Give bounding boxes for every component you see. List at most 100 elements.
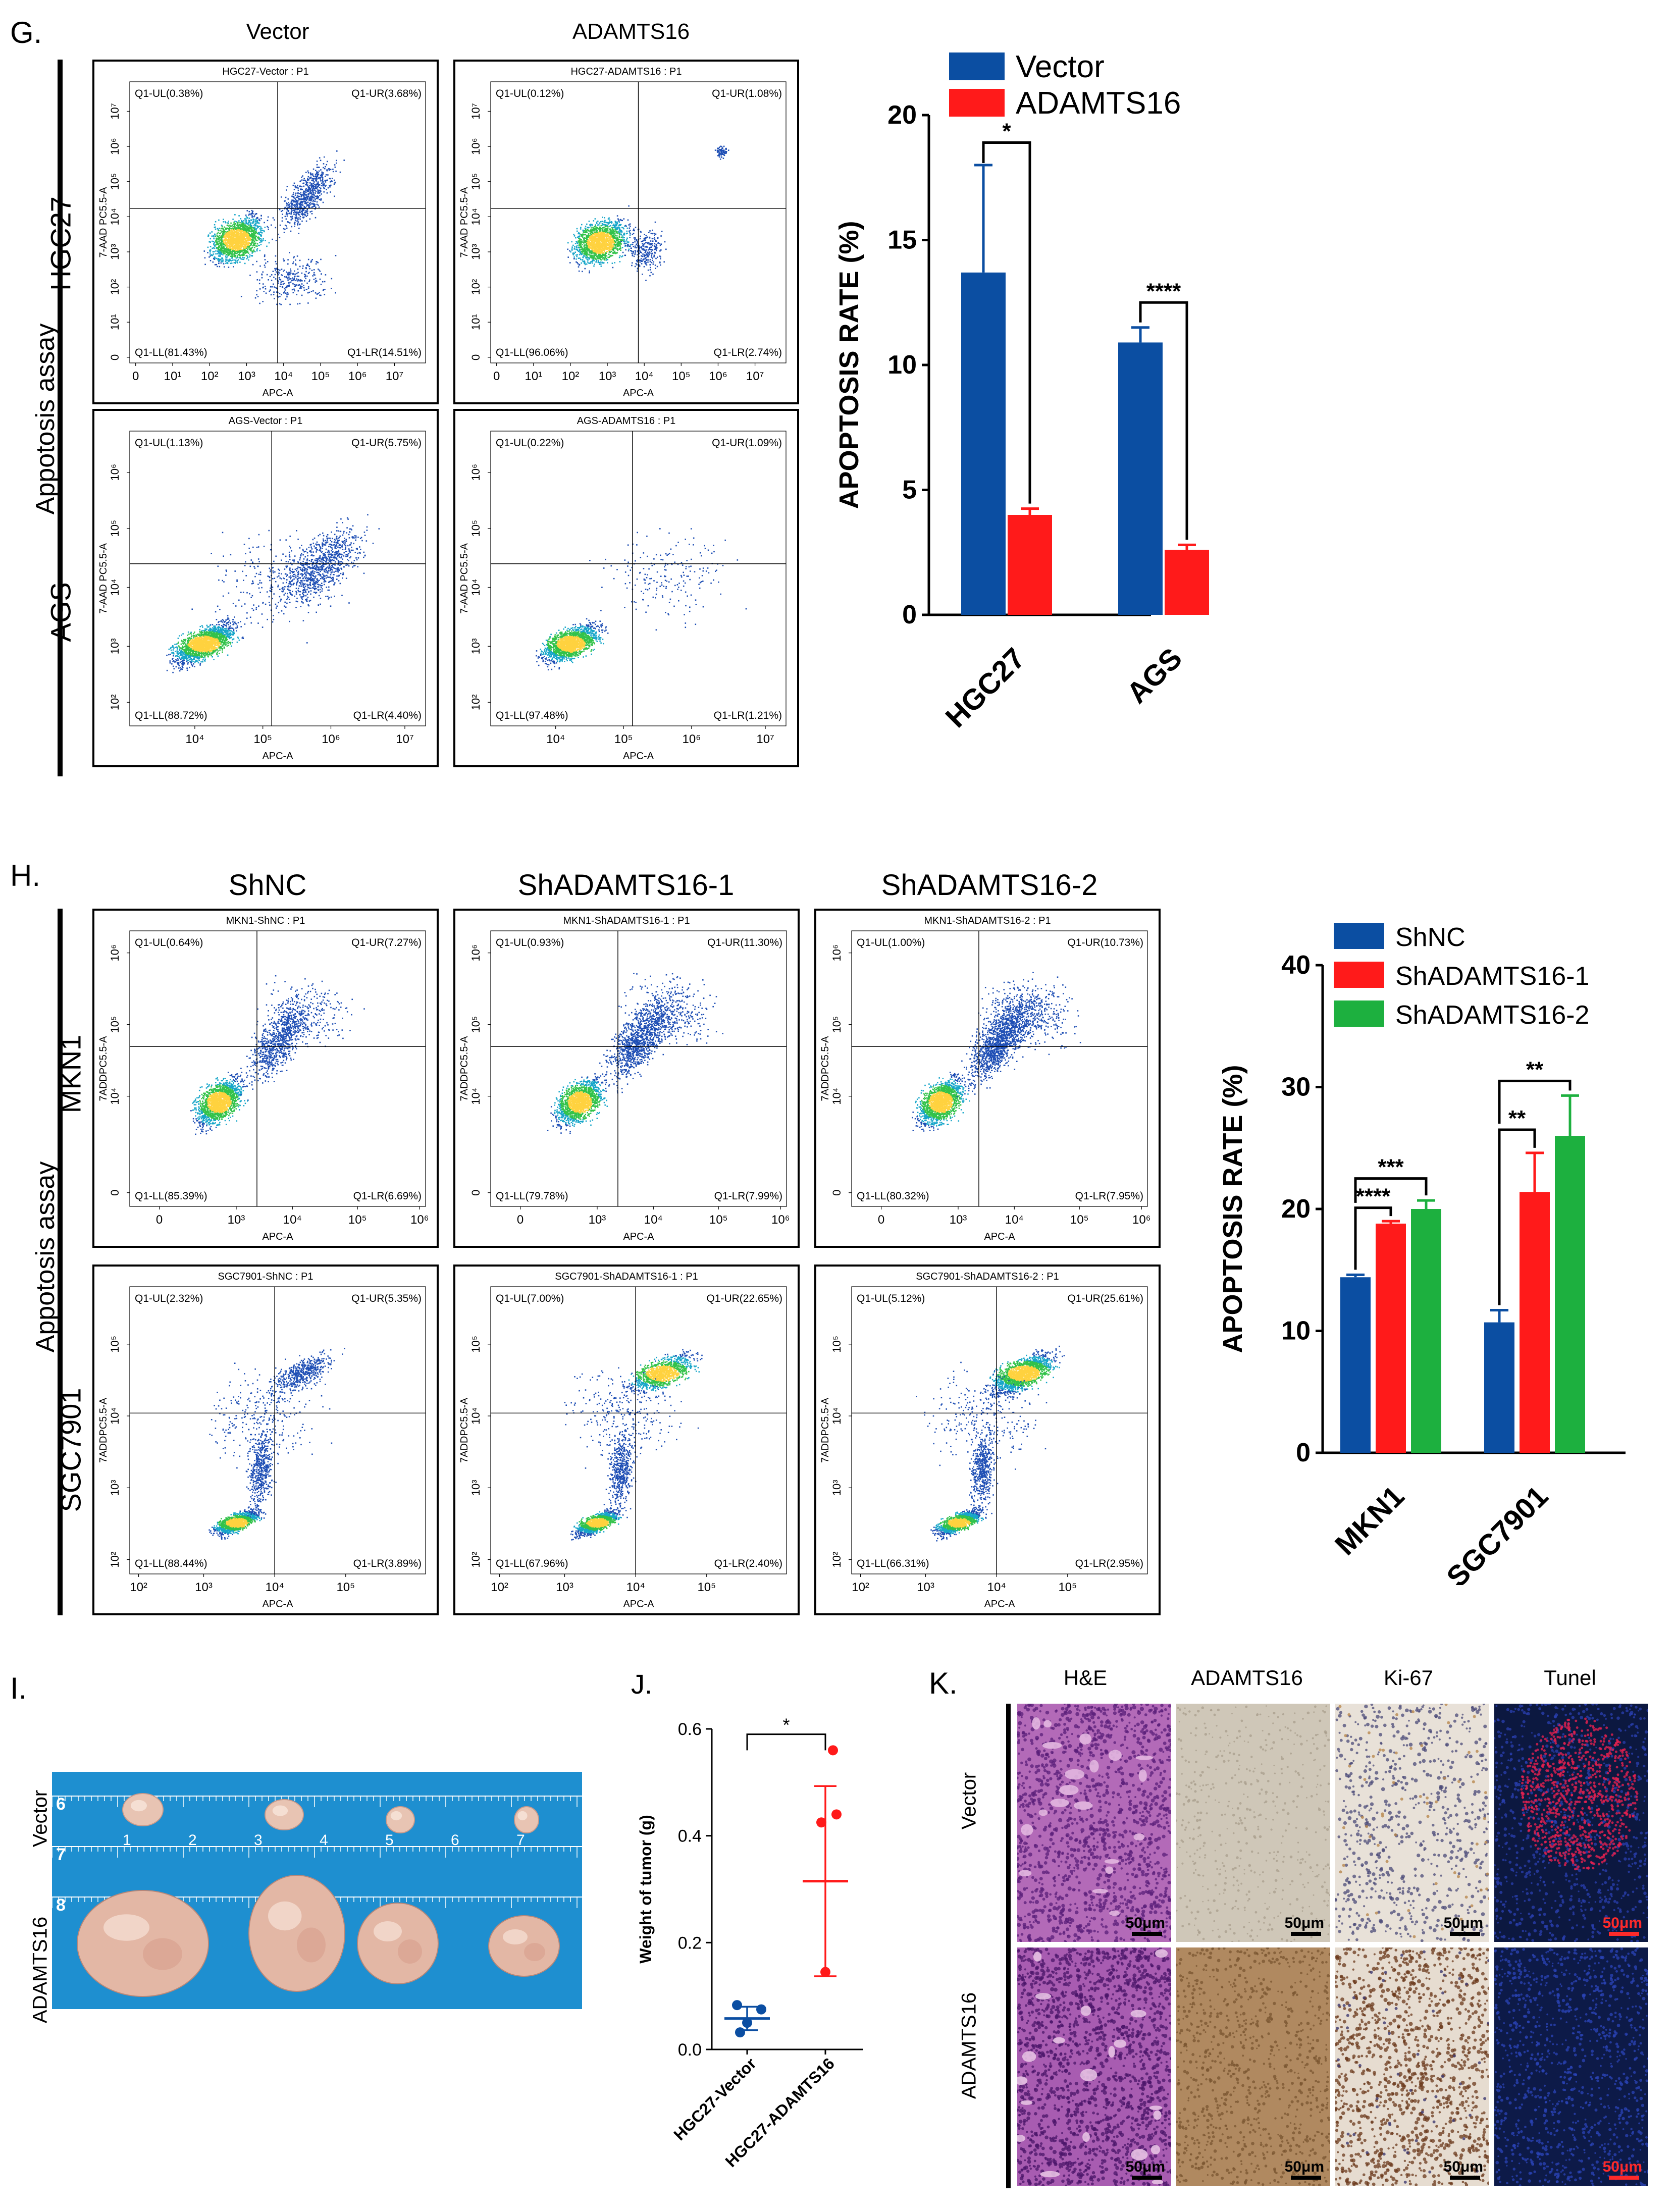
tunel-positive-cell bbox=[1596, 1770, 1599, 1773]
cell-nucleus bbox=[1274, 1879, 1278, 1882]
cell-nucleus bbox=[1249, 1934, 1252, 1938]
cell-nucleus bbox=[1452, 1845, 1455, 1849]
cell-nucleus bbox=[1391, 1759, 1395, 1763]
cell-nucleus bbox=[1634, 1906, 1637, 1909]
cell-nucleus bbox=[1113, 1704, 1117, 1709]
cell-nucleus bbox=[1160, 1866, 1163, 1869]
cell-nucleus bbox=[1643, 1936, 1646, 1939]
cell-nucleus bbox=[1127, 1796, 1130, 1798]
cell-nucleus bbox=[1563, 1814, 1567, 1817]
cell-nucleus bbox=[1473, 1861, 1477, 1865]
cell-nucleus bbox=[1596, 1930, 1599, 1933]
quadrant-ul: Q1-UL(0.22%) bbox=[496, 437, 564, 449]
cell-nucleus bbox=[1457, 1850, 1459, 1852]
cell-nucleus bbox=[1078, 1816, 1081, 1818]
cell-nucleus bbox=[1227, 1734, 1229, 1736]
cell-nucleus bbox=[1565, 1879, 1567, 1881]
cell-nucleus bbox=[1167, 1824, 1170, 1827]
cell-nucleus bbox=[1100, 1732, 1105, 1737]
cell-nucleus bbox=[1180, 1748, 1183, 1750]
cell-nucleus bbox=[1195, 1727, 1197, 1730]
tunel-positive-cell bbox=[1545, 1790, 1548, 1794]
cell-nucleus bbox=[1474, 1741, 1479, 1745]
cell-nucleus bbox=[1457, 1887, 1459, 1890]
cell-nucleus bbox=[1036, 1768, 1040, 1773]
cell-nucleus bbox=[1412, 1762, 1417, 1766]
cell-nucleus bbox=[1104, 1930, 1109, 1935]
cell-nucleus bbox=[1207, 1900, 1210, 1902]
cell-nucleus bbox=[1169, 1748, 1171, 1752]
cell-nucleus bbox=[1379, 1732, 1383, 1736]
y-tick-label: 20 bbox=[1281, 1194, 1311, 1224]
cell-nucleus bbox=[1049, 1777, 1053, 1780]
cell-nucleus bbox=[1327, 1892, 1330, 1894]
cell-nucleus bbox=[1237, 1884, 1239, 1886]
cell-nucleus bbox=[1281, 1772, 1283, 1774]
tumor-shade bbox=[297, 1927, 326, 1963]
cell-nucleus bbox=[1149, 1805, 1151, 1808]
cell-nucleus bbox=[1124, 1726, 1127, 1730]
cell-nucleus bbox=[1243, 1869, 1245, 1871]
cell-nucleus bbox=[1471, 1803, 1474, 1806]
cell-nucleus bbox=[1022, 1922, 1026, 1927]
cell-nucleus bbox=[1432, 1883, 1435, 1885]
tunel-positive-cell bbox=[1589, 1767, 1592, 1769]
cell-nucleus bbox=[1149, 1861, 1152, 1863]
flow-dots bbox=[567, 145, 729, 281]
quadrant-ul: Q1-UL(0.64%) bbox=[135, 937, 203, 949]
cell-nucleus bbox=[1299, 1735, 1302, 1738]
tunel-positive-cell bbox=[1595, 1761, 1598, 1764]
cell-nucleus bbox=[1133, 1729, 1136, 1732]
cell-nucleus bbox=[1511, 1896, 1514, 1898]
cell-nucleus bbox=[1141, 1793, 1145, 1797]
cell-nucleus bbox=[1236, 1879, 1239, 1882]
tunel-positive-cell bbox=[1558, 1724, 1561, 1727]
cell-nucleus bbox=[1463, 1806, 1466, 1809]
stained-cell bbox=[1395, 1713, 1398, 1716]
cell-nucleus bbox=[1345, 1900, 1347, 1903]
tunel-positive-cell bbox=[1528, 1806, 1531, 1809]
tunel-positive-cell bbox=[1546, 1805, 1549, 1808]
cell-nucleus bbox=[1315, 1831, 1317, 1833]
tunel-positive-cell bbox=[1620, 1770, 1623, 1773]
cell-nucleus bbox=[1243, 1926, 1245, 1928]
cell-nucleus bbox=[1484, 1804, 1487, 1807]
cell-nucleus bbox=[1100, 1923, 1103, 1926]
cell-nucleus bbox=[1187, 1785, 1191, 1788]
cell-nucleus bbox=[1027, 1846, 1030, 1849]
cell-nucleus bbox=[1080, 1856, 1083, 1859]
tunel-positive-cell bbox=[1535, 1776, 1538, 1779]
cell-nucleus bbox=[1314, 1705, 1317, 1708]
cell-nucleus bbox=[1404, 1781, 1408, 1785]
cell-nucleus bbox=[1432, 1707, 1436, 1711]
panel-k-col-ki67: Ki-67 bbox=[1328, 1666, 1489, 1690]
flow-dots bbox=[916, 1345, 1065, 1542]
cell-nucleus bbox=[1169, 1778, 1171, 1781]
cell-nucleus bbox=[1642, 1884, 1645, 1887]
cell-nucleus bbox=[1155, 1904, 1159, 1908]
x-tick-label: 10³ bbox=[228, 1213, 245, 1227]
tunel-positive-cell bbox=[1562, 1808, 1565, 1811]
cell-nucleus bbox=[1322, 1868, 1325, 1870]
cell-nucleus bbox=[1368, 1879, 1372, 1883]
cell-nucleus bbox=[1478, 1880, 1482, 1883]
cell-nucleus bbox=[1154, 1837, 1159, 1842]
cell-nucleus bbox=[1213, 1899, 1216, 1903]
cell-nucleus bbox=[1038, 1834, 1042, 1838]
cell-nucleus bbox=[1200, 1789, 1202, 1792]
cell-nucleus bbox=[1495, 1774, 1498, 1778]
cell-nucleus bbox=[1639, 1819, 1641, 1821]
cell-nucleus bbox=[1113, 1816, 1116, 1819]
cell-nucleus bbox=[1022, 1805, 1025, 1808]
cell-nucleus bbox=[1050, 1935, 1055, 1939]
cell-nucleus bbox=[1521, 1765, 1523, 1767]
cell-nucleus bbox=[1125, 1863, 1127, 1865]
cell-nucleus bbox=[1243, 1793, 1245, 1796]
cell-nucleus bbox=[1585, 1850, 1589, 1854]
cell-nucleus bbox=[1335, 1926, 1338, 1928]
cell-nucleus bbox=[1119, 1713, 1123, 1717]
tunel-positive-cell bbox=[1556, 1728, 1558, 1731]
cell-nucleus bbox=[1479, 1862, 1483, 1866]
x-tick-label: 0 bbox=[132, 370, 139, 383]
